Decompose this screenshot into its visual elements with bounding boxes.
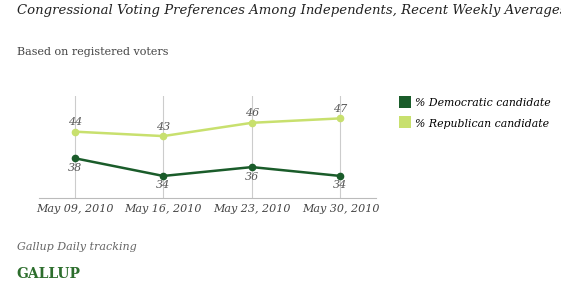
Text: 46: 46 bbox=[245, 108, 259, 118]
Legend: % Democratic candidate, % Republican candidate: % Democratic candidate, % Republican can… bbox=[395, 93, 555, 133]
Text: Based on registered voters: Based on registered voters bbox=[17, 47, 168, 57]
Text: 47: 47 bbox=[333, 104, 348, 114]
Text: 34: 34 bbox=[333, 180, 348, 190]
Text: Congressional Voting Preferences Among Independents, Recent Weekly Averages: Congressional Voting Preferences Among I… bbox=[17, 4, 561, 17]
Text: GALLUP: GALLUP bbox=[17, 267, 81, 281]
Text: Gallup Daily tracking: Gallup Daily tracking bbox=[17, 242, 136, 252]
Text: 38: 38 bbox=[67, 163, 82, 173]
Text: 44: 44 bbox=[67, 117, 82, 127]
Text: 34: 34 bbox=[156, 180, 171, 190]
Text: 36: 36 bbox=[245, 171, 259, 181]
Text: 43: 43 bbox=[156, 122, 171, 132]
